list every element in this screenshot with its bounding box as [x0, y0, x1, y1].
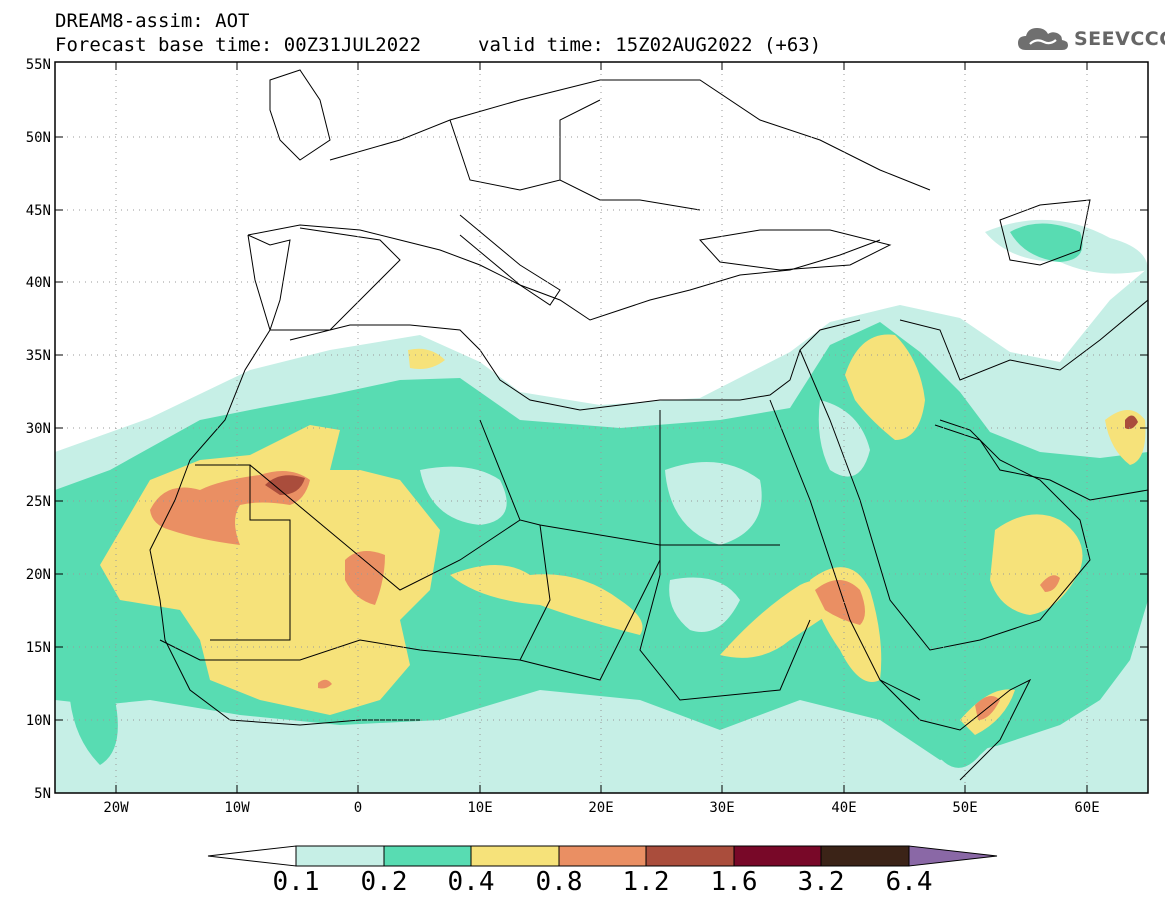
frame-ticks [55, 61, 1148, 794]
gridlines [55, 62, 1148, 793]
logo-text: SEEVCCC [1074, 28, 1165, 50]
colorbar-high-triangle [908, 845, 998, 867]
lat-tick-label: 5N [34, 786, 51, 802]
colorbar-label: 0.8 [535, 867, 583, 897]
lon-tick-label: 20E [588, 800, 613, 816]
lat-tick-label: 35N [26, 348, 51, 364]
valid-time: valid time: 15Z02AUG2022 (+63) [478, 34, 822, 56]
lon-tick-label: 10E [467, 800, 492, 816]
top-ticks [115, 62, 1088, 70]
lon-tick-label: 50E [952, 800, 977, 816]
algeria-border [249, 464, 521, 591]
colorbar [207, 845, 998, 867]
italy-coast [459, 214, 561, 306]
lon-tick-label: 10W [224, 800, 250, 816]
aot-band-0.1-egypt [665, 462, 762, 545]
aot-band-0.8-niger [318, 679, 332, 689]
colorbar-swatch [383, 845, 472, 867]
mediterranean-coast [289, 319, 861, 411]
lon-tick-label: 60E [1074, 800, 1099, 816]
aot-band-1.2-gulf [1125, 415, 1138, 430]
right-ticks [1140, 136, 1148, 721]
africa-coast [149, 234, 420, 726]
sudan-border [639, 574, 811, 701]
lat-tick-label: 15N [26, 640, 51, 656]
colorbar-swatch [820, 845, 910, 867]
seevccc-logo: SEEVCCC [1016, 22, 1165, 56]
uk-coast [269, 69, 331, 161]
caspian-coast [999, 199, 1091, 266]
aot-band-1.2 [265, 475, 305, 495]
aot-band-0.4-libya [408, 348, 445, 369]
colorbar-low-triangle [207, 845, 297, 867]
colorbar-swatch [733, 845, 822, 867]
sahel-border [159, 639, 521, 661]
bottom-ticks [115, 785, 1088, 793]
iberia-coast [247, 227, 401, 331]
europe-borders [329, 79, 931, 211]
black-sea-coast [699, 229, 892, 271]
lon-tick-label: 20W [103, 800, 129, 816]
lat-tick-label: 45N [26, 203, 51, 219]
lat-tick-label: 10N [26, 713, 51, 729]
colorbar-swatch [558, 845, 647, 867]
colorbar-label: 3.2 [797, 867, 845, 897]
lat-tick-label: 20N [26, 567, 51, 583]
iran-border [899, 299, 1148, 381]
colorbar-label: 6.4 [885, 867, 933, 897]
aot-band-0.1-sudan [669, 577, 740, 632]
colorbar-swatch [470, 845, 560, 867]
cloud-icon [1018, 28, 1068, 50]
aot-band-0.2-west [70, 640, 118, 765]
left-ticks [55, 61, 63, 794]
lon-tick-label: 0 [354, 800, 362, 816]
aot-band-0.4-iraq [845, 334, 925, 440]
colorbar-label: 1.2 [622, 867, 670, 897]
colorbar-swatch [295, 845, 385, 867]
forecast-base-time: Forecast base time: 00Z31JUL2022 [55, 34, 422, 56]
mauritania-border [195, 464, 291, 641]
lat-tick-label: 40N [26, 275, 51, 291]
aot-band-0.2-caspian [1010, 223, 1083, 262]
lat-tick-label: 50N [26, 130, 51, 146]
aot-band-0.8-redsea [815, 580, 865, 625]
lon-tick-label: 30E [709, 800, 734, 816]
aot-band-0.8-mali [345, 551, 385, 605]
arabia-coast [799, 349, 1091, 651]
aot-band-0.1-libya [420, 466, 507, 525]
coastlines [149, 69, 1148, 781]
chart-title: DREAM8-assim: AOT [55, 10, 250, 32]
europe-coast [247, 224, 881, 321]
aot-band-0.4-oman [990, 514, 1083, 615]
colorbar-label: 0.2 [360, 867, 408, 897]
lat-tick-label: 30N [26, 421, 51, 437]
lat-tick-label: 55N [26, 57, 51, 73]
aot-band-0.8-mauritania [150, 471, 310, 545]
colorbar-label: 0.1 [272, 867, 320, 897]
gulf-coast [934, 424, 1148, 501]
lat-tick-label: 25N [26, 494, 51, 510]
colorbar-label: 1.6 [710, 867, 758, 897]
aot-band-0.8-oman [1040, 575, 1060, 592]
colorbar-label: 0.4 [447, 867, 495, 897]
colorbar-swatch [645, 845, 735, 867]
aot-band-0.4-chad [450, 565, 643, 635]
lon-tick-label: 40E [831, 800, 856, 816]
aot-band-0.1-arabia [818, 400, 870, 477]
